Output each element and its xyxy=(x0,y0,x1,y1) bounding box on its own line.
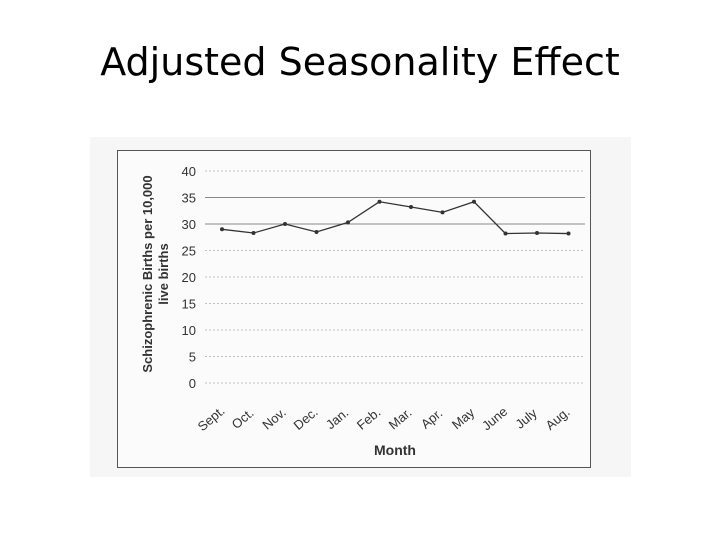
x-tick-label: June xyxy=(479,404,510,434)
data-point xyxy=(220,227,224,232)
x-tick-label: Dec. xyxy=(291,404,321,433)
data-point xyxy=(472,199,476,204)
y-tick-label: 35 xyxy=(182,191,196,206)
y-axis-label-line1: Schizophrenic Births per 10,000 xyxy=(140,175,155,372)
y-tick-label: 30 xyxy=(182,217,196,232)
data-point xyxy=(346,220,350,225)
x-tick-label: Sept. xyxy=(195,403,228,434)
x-tick-label: Feb. xyxy=(354,404,384,432)
series-line xyxy=(221,200,569,235)
data-point xyxy=(251,231,256,236)
series xyxy=(220,199,571,236)
x-tick-labels: Sept. Oct. Nov. Dec. Jan. Feb. Mar. Apr. May June… xyxy=(195,403,573,434)
y-tick-label: 20 xyxy=(182,270,196,285)
data-point xyxy=(409,205,413,210)
x-tick-label: Aug. xyxy=(543,404,573,433)
data-point xyxy=(535,231,539,236)
y-axis-label-line2: live births xyxy=(156,243,171,304)
data-point xyxy=(503,231,508,236)
x-tick-label: May xyxy=(449,405,478,433)
y-tick-label: 5 xyxy=(189,350,196,365)
data-point xyxy=(440,210,445,215)
y-tick-label: 40 xyxy=(182,164,196,179)
x-tick-label: Mar. xyxy=(386,405,415,433)
gridlines xyxy=(205,170,585,384)
y-tick-label: 25 xyxy=(182,244,196,259)
data-point xyxy=(283,222,287,226)
x-tick-label: Jan. xyxy=(323,405,351,432)
x-axis-label: Month xyxy=(374,442,416,458)
data-point xyxy=(566,231,571,236)
slide-title: Adjusted Seasonality Effect xyxy=(100,40,620,84)
chart-frame xyxy=(117,150,591,468)
y-tick-label: 10 xyxy=(182,323,196,338)
data-point xyxy=(314,229,319,234)
x-tick-label: Oct. xyxy=(229,405,257,432)
y-tick-label: 0 xyxy=(189,376,196,391)
data-point xyxy=(377,199,382,204)
x-tick-label: Nov. xyxy=(259,405,288,433)
x-tick-label: Apr. xyxy=(418,405,445,431)
y-tick-labels: 0 5 10 15 20 25 30 35 40 xyxy=(182,164,196,391)
y-tick-label: 15 xyxy=(182,297,196,312)
x-tick-label: July xyxy=(512,405,540,432)
